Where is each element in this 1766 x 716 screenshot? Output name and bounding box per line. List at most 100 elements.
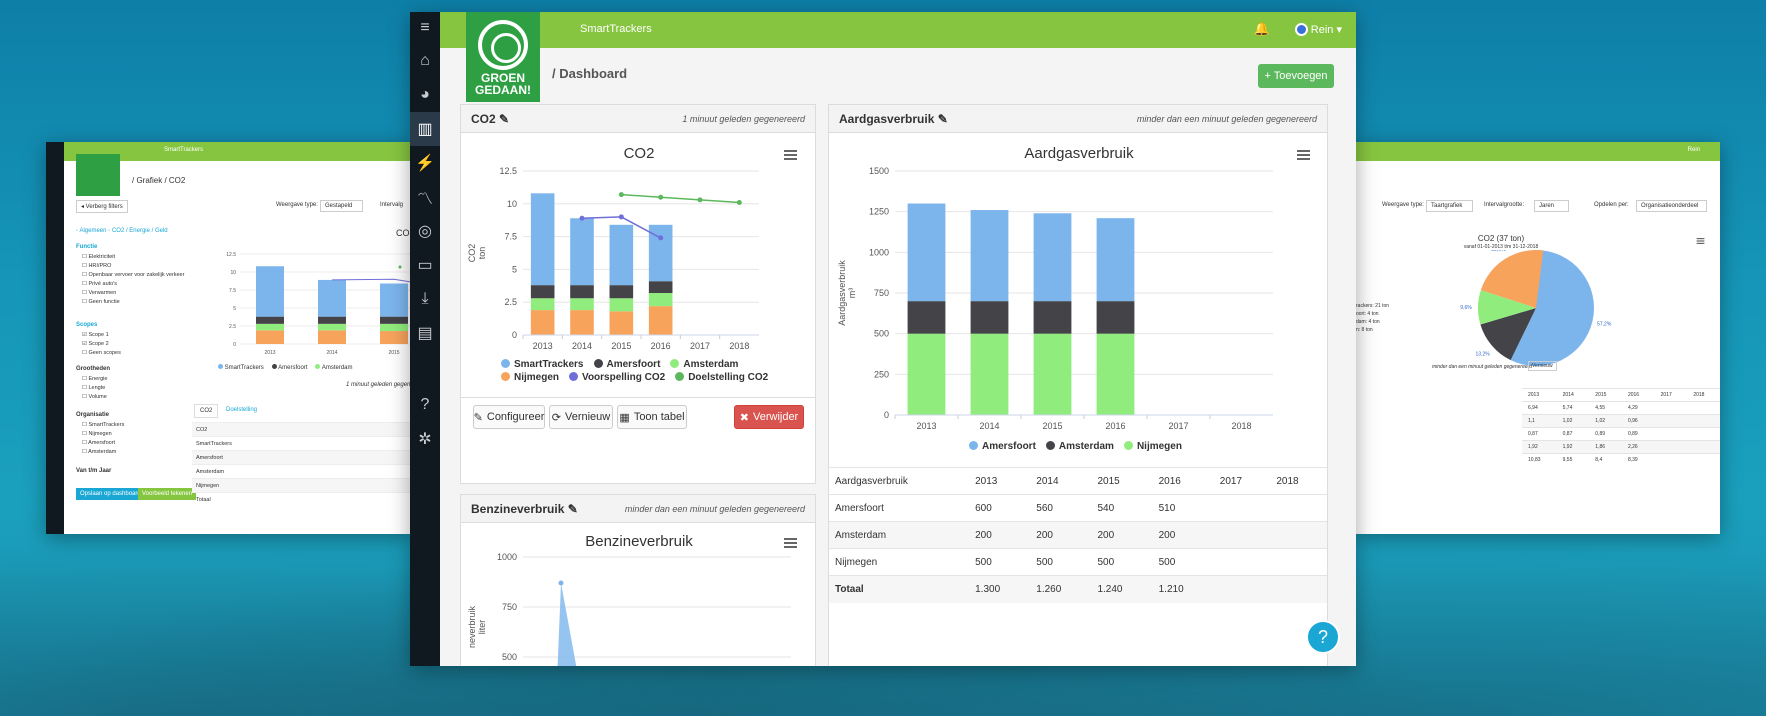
document-icon[interactable]: ▤ (417, 325, 433, 342)
save-dashboard-button[interactable]: Opslaan op dashboard (76, 488, 145, 500)
benzine-chart: 500 750 1000 neverbruik liter (467, 552, 791, 666)
filter-checkbox-item[interactable]: ☐ Geen scopes (82, 350, 121, 356)
right-side-text: dam: 4 ton (1356, 319, 1380, 325)
y-tick-label: 5 (233, 306, 236, 312)
pencil-icon[interactable]: ✎ (937, 111, 948, 126)
right-opdelen-select[interactable]: Organisatieonderdeel (1636, 200, 1708, 212)
close-icon: ✖ (739, 411, 749, 424)
filter-checkbox-item[interactable]: ☑ Scope 1 (82, 332, 109, 338)
legend-label: Nijmegen (514, 372, 560, 383)
right-weergave-select[interactable]: Taartgrafiek (1426, 200, 1474, 212)
filter-checkbox-item[interactable]: ☐ Amersfoort (82, 440, 116, 446)
x-tick-label: 2013 (264, 350, 275, 356)
dashboard-icon[interactable]: ◕ (420, 86, 430, 103)
right-interval-label: Intervalgrootte: (1484, 202, 1525, 208)
pencil-icon[interactable]: ✎ (567, 501, 578, 516)
legend-item[interactable]: Voorspelling CO2 (569, 372, 665, 383)
download-icon[interactable]: ⤓ (421, 290, 429, 307)
filter-checkbox-item[interactable]: ☐ Verwarmen (82, 290, 117, 296)
y-tick-label: 2.5 (504, 297, 517, 307)
table-cell: 500 (1030, 548, 1092, 576)
legend-item[interactable]: Nijmegen (1123, 441, 1182, 452)
folder-icon[interactable]: ▭ (417, 257, 433, 274)
preview-button[interactable]: Voorbeeld tekenen (138, 488, 197, 500)
filter-checkbox-item[interactable]: ☐ Lengte (82, 385, 106, 391)
legend-item[interactable]: Doelstelling CO2 (675, 372, 768, 383)
configure-button[interactable]: ✎ Configureer (473, 405, 545, 429)
legend-item[interactable]: Amersfoort (593, 359, 660, 370)
menu-icon[interactable]: ≡ (420, 19, 430, 36)
bar-amersfoort (609, 285, 634, 299)
left-bar (318, 316, 346, 324)
home-icon[interactable]: ⌂ (420, 52, 430, 69)
user-menu[interactable]: Rein ▾ (1294, 23, 1342, 36)
right-user[interactable]: Rein (1687, 147, 1700, 153)
target-icon[interactable]: ◎ (418, 223, 432, 240)
filter-checkbox-item[interactable]: ☐ Openbaar vervoer voor zakelijk verkeer (82, 272, 185, 278)
refresh-button[interactable]: ⟳ Vernieuw (549, 405, 613, 429)
left-sidebar (46, 142, 64, 534)
table-cell: 2,26 (1621, 440, 1655, 454)
pie-slice (1480, 250, 1544, 308)
legend-item[interactable]: Nijmegen (501, 372, 559, 383)
delete-button[interactable]: ✖ Verwijder (734, 405, 804, 429)
filter-checkbox-item[interactable]: ☐ Energie (82, 376, 108, 382)
user-name: Rein (1310, 24, 1334, 36)
filter-checkbox-item[interactable]: ☐ SmartTrackers (82, 422, 125, 428)
line-point (658, 235, 664, 241)
left-table-row: Nijmegen (192, 478, 412, 492)
right-interval-select[interactable]: Jaren (1534, 200, 1570, 212)
table-cell: 540 (1091, 494, 1153, 522)
right-refresh-button[interactable]: Vernieuw (1528, 361, 1557, 371)
right-chart-menu-icon[interactable] (1696, 238, 1705, 244)
table-cell: 200 (969, 521, 1031, 549)
add-button[interactable]: + Toevoegen (1258, 64, 1334, 88)
filter-checkbox-item[interactable]: ☐ Volume (82, 394, 107, 400)
hide-filters-button[interactable]: ◂ Verberg filters (76, 200, 128, 213)
filter-checkbox-item[interactable]: ☐ Amsterdam (82, 449, 117, 455)
help-icon[interactable]: ? (420, 396, 430, 413)
legend-item[interactable]: Amsterdam (1045, 441, 1114, 452)
legend-item[interactable]: Amsterdam (670, 359, 738, 370)
filter-checkbox-item[interactable]: ☐ Geen functie (82, 299, 120, 305)
legend-item[interactable]: SmartTrackers (501, 359, 584, 370)
help-chat-button[interactable]: ? (1306, 620, 1340, 654)
left-target-point (398, 265, 402, 269)
logo[interactable]: GROEN GEDAAN! (466, 12, 540, 102)
co2-chart-menu-icon[interactable] (784, 150, 797, 160)
benzine-area (557, 583, 577, 666)
scopes-header: Scopes (76, 322, 98, 328)
show-table-label: Toon tabel (633, 411, 685, 423)
filter-checkbox-item[interactable]: ☐ Elektriciteit (82, 254, 116, 260)
left-tab-doelstelling[interactable]: Doelstelling (226, 407, 258, 413)
configure-label: Configureer (486, 411, 545, 423)
chart-icon[interactable]: ▥ (410, 112, 440, 146)
legend-label: Doelstelling CO2 (688, 372, 769, 383)
bell-icon[interactable]: 🔔 (1253, 21, 1270, 36)
left-app-name: SmartTrackers (164, 147, 204, 153)
benzine-panel: Benzineverbruik ✎ minder dan een minuut … (460, 494, 816, 666)
filter-checkbox-item[interactable]: ☐ Nijmegen (82, 431, 112, 437)
plug-icon[interactable]: ⚡ (415, 155, 435, 172)
filter-checkbox-item[interactable]: ☐ HRI/PRO (82, 263, 112, 269)
legend-item[interactable]: Amersfoort (969, 441, 1036, 452)
y-tick-label: 500 (502, 652, 517, 662)
table-cell: 1.260 (1030, 575, 1092, 603)
show-table-button[interactable]: ▦ Toon tabel (617, 405, 687, 429)
legend-marker-icon (1045, 441, 1055, 450)
benzine-chart-menu-icon[interactable] (784, 538, 797, 548)
bar-smarttrackers (570, 218, 594, 286)
bar-nijmegen (907, 333, 946, 415)
left-tab-co2[interactable]: CO2 (194, 404, 219, 418)
filter-checkbox-item[interactable]: ☐ Privé auto's (82, 281, 118, 287)
legend-marker-icon (593, 359, 603, 368)
settings-icon[interactable]: ✲ (418, 431, 432, 448)
table-cell (1654, 427, 1688, 441)
y-tick-label: 10 (230, 270, 236, 276)
filter-checkbox-item[interactable]: ☑ Scope 2 (82, 341, 109, 347)
pencil-icon[interactable]: ✎ (499, 111, 510, 126)
line-chart-icon[interactable]: 〽 (416, 191, 433, 208)
gas-chart-menu-icon[interactable] (1297, 150, 1310, 160)
left-weergave-select[interactable]: Gestapeld (320, 200, 364, 212)
legend-marker-icon (569, 372, 579, 381)
